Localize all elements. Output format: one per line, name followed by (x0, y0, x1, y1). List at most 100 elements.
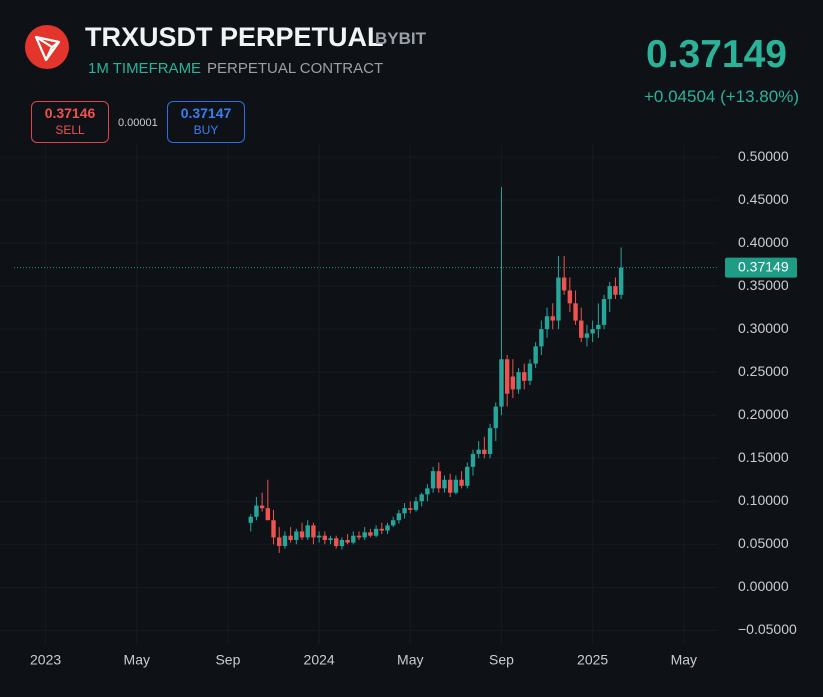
candle-body (413, 501, 419, 510)
candle-body (465, 466, 470, 486)
y-tick-label: −0.05000 (738, 621, 797, 637)
y-tick-label: 0.20000 (738, 406, 789, 422)
exchange: BYBIT (375, 29, 426, 48)
candle-body (476, 449, 481, 454)
candle-body (453, 479, 459, 493)
y-tick-label: 0.50000 (738, 148, 789, 164)
x-tick-label: 2023 (30, 652, 61, 668)
candle-body (425, 488, 430, 495)
pair-title: TRXUSDT PERPETUAL (85, 22, 384, 52)
y-tick-label: 0.10000 (738, 492, 789, 508)
candle-body (596, 324, 601, 330)
candle-body (527, 363, 533, 381)
candle-body (339, 540, 345, 547)
candle-body (522, 372, 527, 381)
logo (25, 25, 69, 69)
candle-body (579, 320, 584, 338)
last-price-label: 0.37149 (738, 258, 789, 274)
candle-body (305, 525, 310, 538)
candle-body (567, 290, 573, 304)
candle-body (419, 494, 424, 502)
candle-body (482, 449, 487, 454)
candle-body (539, 329, 544, 347)
y-tick-label: 0.30000 (738, 320, 789, 336)
candle-body (544, 316, 550, 330)
candle-body (430, 471, 436, 489)
x-tick-label: May (671, 652, 697, 668)
contract: PERPETUAL CONTRACT (207, 60, 384, 77)
candle-body (516, 372, 521, 390)
candle-body (447, 479, 453, 493)
candle-body (550, 316, 555, 321)
candle-body (282, 535, 288, 547)
candle-body (316, 535, 322, 538)
x-tick-label: 2025 (577, 652, 608, 668)
y-tick-label: 0.00000 (738, 578, 789, 594)
candle-body (607, 286, 612, 300)
candle-body (459, 479, 464, 486)
candle-body (613, 286, 618, 295)
candle-body (470, 453, 476, 467)
y-tick-label: 0.35000 (738, 277, 789, 293)
y-tick-label: 0.15000 (738, 449, 789, 465)
candle-body (556, 277, 561, 321)
candle-body (373, 528, 379, 536)
candle-body (328, 538, 333, 541)
candle-body (573, 303, 578, 321)
candle-body (254, 505, 259, 517)
candle-body (487, 428, 493, 454)
sell-button[interactable]: 0.37146 SELL (31, 101, 109, 143)
x-tick-label: Sep (215, 652, 240, 668)
sell-label: SELL (55, 123, 85, 137)
candle-body (368, 532, 373, 536)
candle-body (294, 531, 299, 541)
candle-body (436, 471, 441, 489)
candle-body (618, 267, 624, 295)
candle-body (510, 376, 516, 390)
candle-body (561, 277, 567, 291)
candle-body (442, 479, 447, 489)
buy-button[interactable]: 0.37147 BUY (167, 101, 245, 143)
candle-body (499, 359, 504, 407)
y-tick-label: 0.25000 (738, 363, 789, 379)
candle-body (334, 538, 339, 547)
y-tick-label: 0.40000 (738, 234, 789, 250)
candle-body (271, 520, 276, 538)
candle-body (385, 525, 390, 531)
candle-body (277, 537, 282, 547)
candle-body (493, 406, 498, 429)
candle-body (311, 525, 316, 538)
y-tick-label: 0.05000 (738, 535, 789, 551)
candle-body (408, 508, 413, 510)
candle-body (504, 359, 510, 394)
candle-body (288, 535, 293, 541)
x-tick-label: Sep (489, 652, 514, 668)
candle-body (533, 346, 538, 364)
candle-body (362, 532, 367, 538)
last-price: 0.37149 (646, 33, 787, 76)
candle-body (265, 508, 271, 521)
timeframe: 1M TIMEFRAME (88, 60, 202, 77)
candle-body (402, 508, 407, 514)
spread: 0.00001 (118, 117, 158, 129)
x-tick-label: 2024 (304, 652, 335, 668)
last-price-badge (725, 257, 797, 278)
candle-body (322, 535, 328, 541)
x-tick-label: May (397, 652, 423, 668)
candle-body (299, 531, 305, 538)
candle-body (351, 535, 356, 543)
candle-body (248, 516, 253, 523)
candle-body (356, 535, 362, 538)
candle-body (590, 329, 595, 334)
candle-body (601, 299, 607, 325)
candle-body (390, 520, 396, 526)
candle-body (396, 513, 402, 521)
y-tick-label: 0.45000 (738, 191, 789, 207)
candle-body (379, 528, 384, 531)
price-change: +0.04504 (+13.80%) (643, 87, 799, 106)
sell-price: 0.37146 (44, 105, 96, 121)
candle-body (259, 505, 265, 509)
x-tick-label: May (124, 652, 150, 668)
